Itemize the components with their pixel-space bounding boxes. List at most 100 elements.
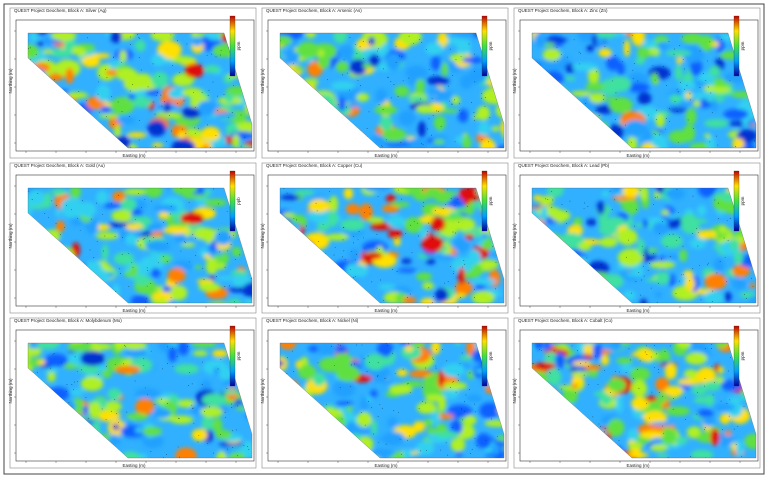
anomaly: [318, 58, 330, 69]
anomaly: [28, 130, 31, 148]
sample-point: [424, 367, 426, 369]
anomaly: [744, 53, 756, 62]
sample-point: [392, 352, 393, 354]
anomaly: [50, 33, 77, 41]
sample-point: [90, 218, 92, 220]
sample-point: [395, 62, 397, 63]
sample-point: [306, 225, 307, 227]
colorbar-unit: ppm: [740, 196, 745, 205]
anomaly: [239, 145, 252, 148]
sample-point: [193, 92, 194, 93]
anomaly: [627, 82, 650, 93]
anomaly: [28, 250, 37, 262]
anomaly: [130, 294, 151, 303]
sample-point: [179, 71, 180, 73]
sample-point: [647, 270, 649, 271]
anomaly: [56, 433, 71, 438]
sample-point: [380, 279, 381, 281]
sample-point: [752, 384, 754, 386]
sample-point: [62, 293, 63, 295]
anomaly: [280, 433, 288, 438]
sample-point: [431, 134, 432, 136]
anomaly: [402, 448, 413, 458]
anomaly: [81, 55, 101, 68]
sample-point: [163, 457, 165, 458]
sample-point: [385, 377, 387, 379]
sample-point: [712, 290, 713, 292]
anomaly: [532, 91, 544, 106]
anomaly: [500, 120, 504, 134]
anomaly: [331, 278, 346, 283]
anomaly: [290, 445, 311, 458]
sample-point: [446, 189, 448, 191]
anomaly: [713, 257, 725, 273]
sample-point: [533, 440, 535, 441]
sample-point: [649, 417, 650, 419]
sample-point: [220, 50, 222, 52]
sample-point: [565, 223, 567, 224]
anomaly: [100, 105, 112, 114]
anomaly: [228, 451, 246, 458]
sample-point: [386, 139, 387, 141]
anomaly: [33, 444, 49, 456]
anomaly: [461, 56, 485, 64]
anomaly: [426, 427, 436, 435]
sample-point: [752, 37, 753, 38]
sample-point: [163, 222, 165, 223]
sample-point: [45, 296, 47, 298]
anomaly: [343, 188, 354, 200]
colorbar: [733, 170, 740, 232]
x-axis-label: Easting (m): [374, 308, 398, 313]
sample-point: [140, 244, 142, 246]
anomaly: [180, 242, 196, 248]
sample-point: [453, 380, 454, 382]
anomaly: [744, 433, 756, 449]
anomaly: [532, 92, 540, 105]
sample-point: [461, 408, 462, 410]
anomaly: [606, 56, 621, 71]
sample-point: [29, 442, 31, 444]
sample-point: [727, 240, 729, 241]
colorbar-unit: ppm: [236, 41, 241, 50]
anomaly: [47, 412, 69, 422]
sample-point: [384, 378, 386, 379]
sample-point: [54, 284, 56, 285]
sample-point: [166, 403, 168, 404]
sample-point: [113, 56, 115, 58]
anomaly: [242, 350, 252, 363]
anomaly: [475, 433, 492, 449]
sample-point: [248, 80, 249, 82]
anomaly: [152, 248, 160, 266]
map-outline: [279, 342, 505, 459]
anomaly: [724, 291, 732, 302]
anomaly: [280, 131, 287, 137]
anomaly: [125, 233, 138, 246]
anomaly: [197, 100, 217, 116]
sample-point: [131, 84, 133, 85]
sample-point: [338, 452, 340, 453]
anomaly: [243, 395, 252, 403]
sample-point: [289, 382, 291, 383]
map-panel: QUEST Project Geochem, Block A: Molybden…: [8, 317, 257, 469]
sample-point: [487, 56, 489, 58]
sample-point: [465, 394, 467, 396]
panel-title: QUEST Project Geochem, Block A: Cobalt (…: [518, 318, 613, 323]
colorbar-unit: ppm: [488, 351, 493, 360]
anomaly: [371, 418, 378, 436]
sample-point: [253, 250, 254, 251]
sample-point: [41, 113, 43, 115]
anomaly: [621, 199, 634, 212]
colorbar: [481, 325, 488, 387]
sample-point: [450, 387, 451, 388]
sample-point: [539, 112, 540, 114]
anomaly: [639, 430, 664, 439]
sample-point: [342, 74, 343, 76]
sample-point: [170, 297, 172, 299]
sample-point: [728, 415, 730, 417]
sample-point: [340, 448, 341, 450]
anomaly: [642, 410, 668, 425]
anomaly: [280, 343, 297, 350]
sample-point: [54, 79, 55, 80]
anomaly: [374, 105, 398, 115]
sample-point: [495, 262, 497, 263]
